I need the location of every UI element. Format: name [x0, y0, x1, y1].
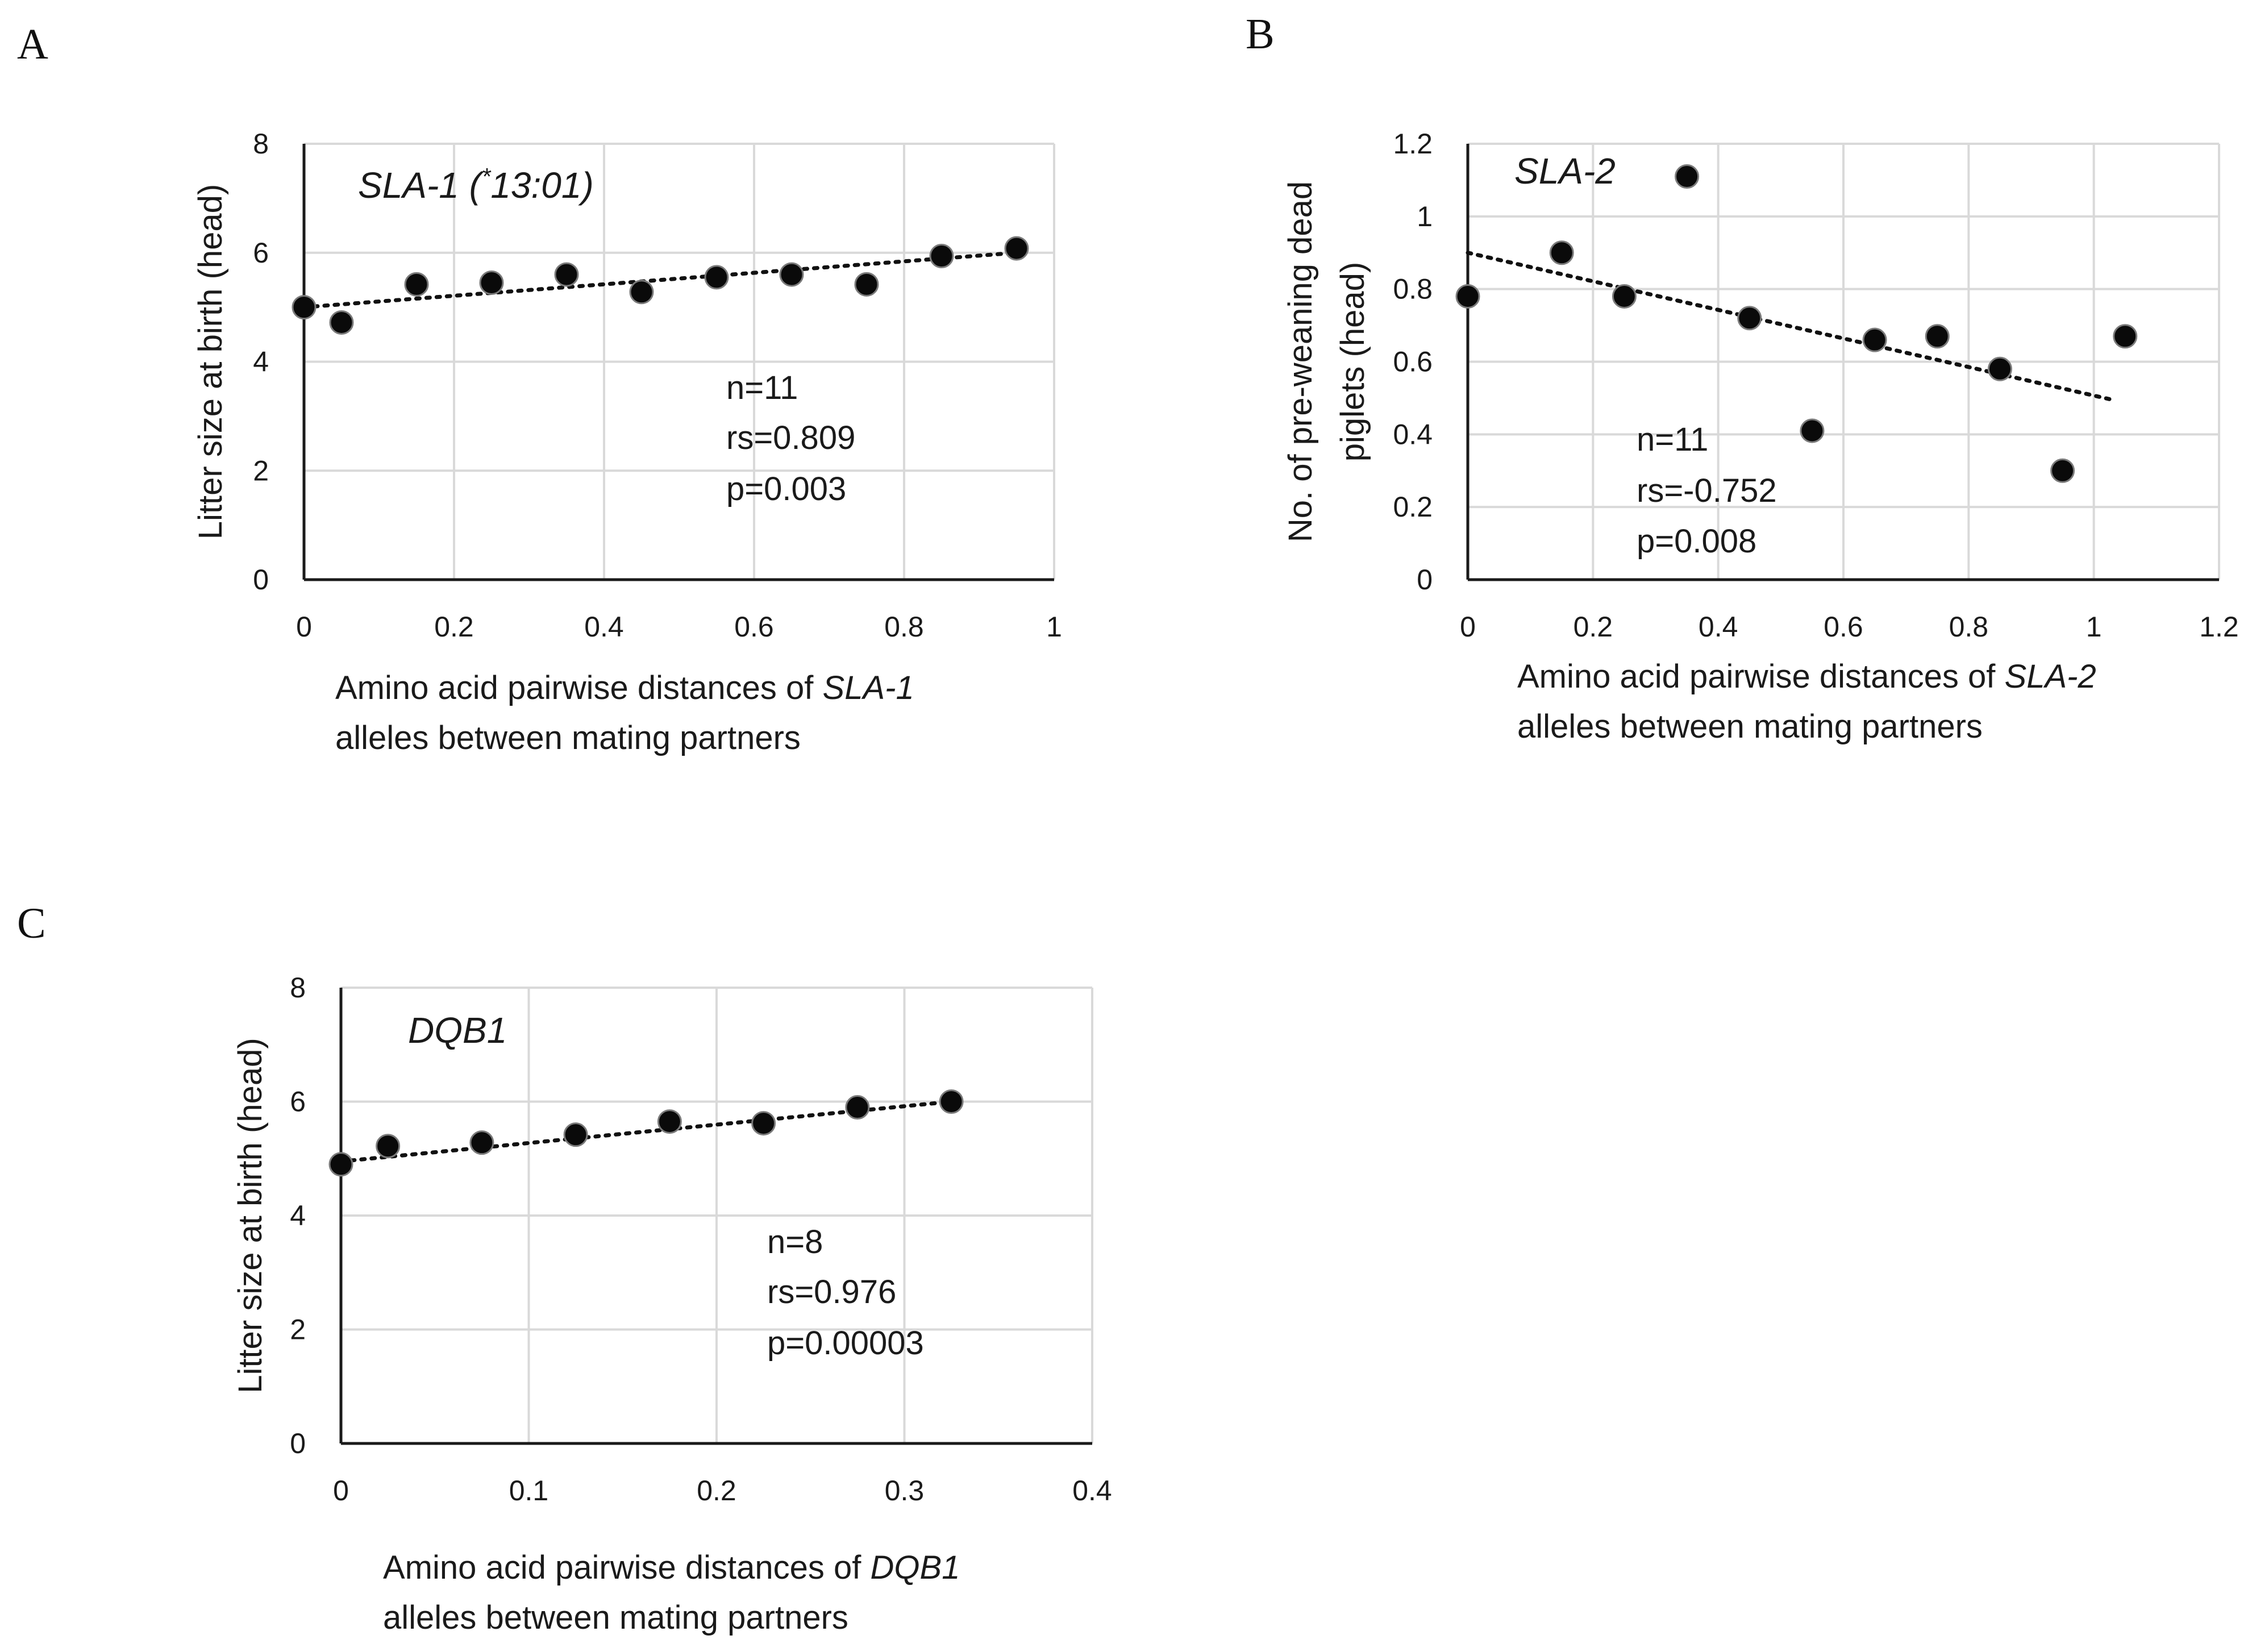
stat-annotation: n=11: [1637, 421, 1708, 458]
y-tick-label: 0.8: [1393, 273, 1433, 305]
y-tick-label: 0.6: [1393, 346, 1433, 378]
data-point: [376, 1134, 401, 1159]
x-tick-label: 0.1: [509, 1475, 549, 1507]
data-point: [469, 1130, 494, 1155]
data-point: [1612, 284, 1637, 309]
x-tick-label: 0.2: [697, 1475, 736, 1507]
chart-title: SLA-1 (*13:01): [358, 163, 594, 206]
y-axis-title: piglets (head): [1334, 262, 1371, 461]
data-point: [1455, 284, 1480, 309]
panel-letter-b: B: [1246, 10, 1275, 58]
x-axis-title: alleles between mating partners: [1517, 708, 1983, 745]
x-tick-label: 0.3: [885, 1475, 925, 1507]
data-point: [751, 1111, 776, 1136]
y-tick-label: 1: [1417, 201, 1433, 232]
data-point: [479, 270, 504, 295]
x-tick-label: 0.4: [1699, 611, 1738, 643]
x-tick-label: 0.8: [884, 611, 924, 643]
data-point: [1800, 418, 1825, 443]
x-tick-label: 0.2: [1574, 611, 1613, 643]
trendline: [1466, 251, 2115, 402]
x-axis-title: Amino acid pairwise distances of SLA-2: [1517, 658, 2096, 695]
data-point: [1549, 240, 1574, 265]
stat-annotation: n=11: [726, 369, 798, 406]
x-tick-label: 0.2: [434, 611, 474, 643]
stat-annotation: p=0.008: [1637, 523, 1756, 560]
data-point: [404, 272, 429, 297]
y-tick-label: 0.4: [1393, 418, 1433, 450]
data-point: [845, 1095, 870, 1120]
data-point: [854, 272, 879, 297]
stat-annotation: rs=0.976: [767, 1274, 896, 1310]
y-tick-label: 2: [253, 455, 269, 486]
chart-c: 0 0.1 0.2 0.3 0.4 0 2 4 6 8 DQB1 n=8 rs=0.976 p=0.000…: [232, 972, 1112, 1636]
trendline: [302, 251, 1019, 310]
data-point: [1675, 164, 1700, 189]
y-tick-label: 6: [253, 237, 269, 269]
stat-annotation: rs=0.809: [726, 419, 855, 456]
stat-annotation: rs=-0.752: [1637, 472, 1777, 509]
y-tick-label: 4: [290, 1200, 306, 1231]
data-point: [939, 1089, 964, 1114]
data-point: [1004, 236, 1029, 261]
y-tick-label: 1.2: [1393, 128, 1433, 160]
x-tick-label: 0.4: [584, 611, 624, 643]
y-axis-title: Litter size at birth (head): [192, 184, 229, 539]
y-axis-title: Litter size at birth (head): [232, 1038, 269, 1393]
data-point: [1925, 324, 1950, 349]
x-axis-title: alleles between mating partners: [335, 719, 801, 756]
stat-annotation: p=0.00003: [767, 1325, 924, 1362]
x-tick-label: 0.6: [734, 611, 774, 643]
data-point: [328, 1152, 353, 1177]
data-point: [554, 262, 579, 287]
x-axis-title: Amino acid pairwise distances of SLA-1: [335, 669, 914, 706]
data-point: [1737, 306, 1762, 331]
chart-b: 0 0.2 0.4 0.6 0.8 1 1.2 0 0.2 0.4 0.6 0.8 1 1.2 SLA-2 n…: [1282, 128, 2239, 745]
y-tick-label: 8: [253, 128, 269, 160]
x-axis-title: alleles between mating partners: [383, 1599, 848, 1636]
y-tick-label: 0: [253, 564, 269, 596]
data-point: [563, 1122, 588, 1147]
y-axis-title: No. of pre-weaning dead: [1282, 181, 1319, 542]
x-tick-label: 0.4: [1072, 1475, 1112, 1507]
x-tick-label: 0: [296, 611, 312, 643]
chart-title: DQB1: [408, 1010, 507, 1051]
data-point: [704, 265, 729, 290]
x-tick-label: 1: [1046, 611, 1062, 643]
x-tick-label: 1: [2086, 611, 2102, 643]
stat-annotation: n=8: [767, 1224, 823, 1260]
stat-annotation: p=0.003: [726, 471, 846, 507]
y-tick-label: 4: [253, 346, 269, 378]
x-tick-label: 0.6: [1824, 611, 1863, 643]
y-tick-label: 0: [290, 1428, 306, 1459]
x-tick-label: 0: [1460, 611, 1476, 643]
data-point: [657, 1109, 682, 1134]
y-tick-label: 6: [290, 1086, 306, 1118]
y-tick-label: 2: [290, 1314, 306, 1346]
y-tick-label: 0.2: [1393, 491, 1433, 523]
y-tick-label: 0: [1417, 564, 1433, 596]
data-point: [629, 280, 654, 305]
y-tick-label: 8: [290, 972, 306, 1004]
x-axis-title: Amino acid pairwise distances of DQB1: [383, 1549, 960, 1586]
data-point: [1987, 356, 2012, 381]
data-point: [2113, 324, 2138, 349]
data-point: [292, 295, 317, 320]
data-point: [1862, 327, 1887, 352]
x-tick-label: 0: [333, 1475, 349, 1507]
data-point: [2050, 458, 2075, 483]
data-point: [329, 310, 354, 335]
x-tick-label: 1.2: [2199, 611, 2239, 643]
chart-title: SLA-2: [1514, 151, 1616, 192]
chart-a: 0 0.2 0.4 0.6 0.8 1 0 2 4 6 8 SLA-1 (*13:01) n=11 rs=…: [192, 128, 1062, 756]
data-point: [779, 262, 804, 287]
data-point: [929, 244, 954, 269]
x-tick-label: 0.8: [1949, 611, 1989, 643]
panel-letter-c: C: [17, 900, 46, 947]
panel-letter-a: A: [17, 20, 48, 68]
